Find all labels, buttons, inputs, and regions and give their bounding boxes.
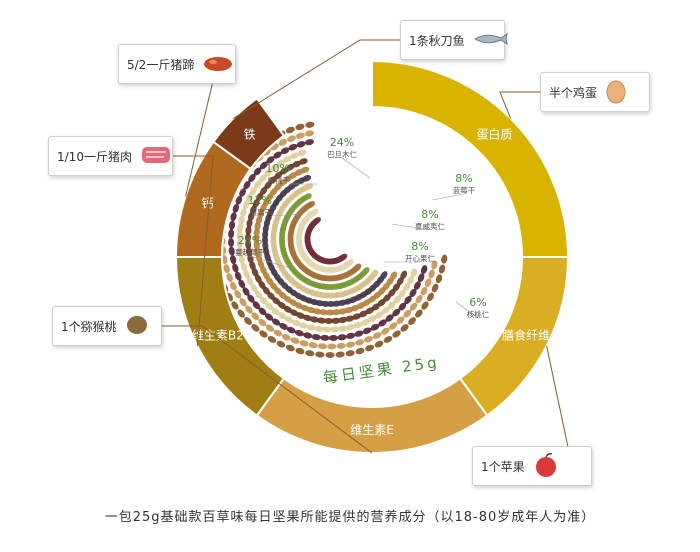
nut-percent-6: 8%: [411, 240, 428, 253]
fish-icon: [473, 31, 509, 50]
leader-line-0: [499, 91, 540, 119]
nut-percent-5: 8%: [421, 208, 438, 221]
callout-label: 1个猕猴桃: [61, 319, 117, 334]
callout-label: 1个苹果: [481, 459, 525, 474]
apple-icon: [533, 452, 559, 481]
nut-percent-4: 8%: [455, 172, 472, 185]
donut-segment-0: [371, 59, 570, 258]
donut-segment-2: [255, 376, 489, 454]
egg-icon: [605, 78, 627, 107]
nut-name-7: 核桃仁: [467, 309, 490, 319]
nut-name-5: 夏威夷仁: [415, 221, 445, 231]
nut-name-0: 巴旦木仁: [327, 149, 357, 159]
pork-icon: [140, 144, 172, 169]
callout-pork: 1/10一斤猪肉: [48, 136, 173, 176]
nut-percent-7: 6%: [469, 296, 486, 309]
pig-trotter-icon: [202, 53, 234, 76]
segment-label-0: 蛋白质: [476, 127, 512, 142]
nut-percent-2: 12%: [248, 194, 272, 207]
callout-label: 5/2一斤猪蹄: [127, 57, 195, 72]
segment-label-4: 钙: [201, 197, 213, 211]
segment-label-2: 维生素E: [350, 423, 394, 437]
callout-apple: 1个苹果: [472, 446, 592, 486]
nut-name-4: 蓝莓干: [453, 185, 476, 195]
callout-egg: 半个鸡蛋: [540, 72, 650, 112]
nut-name-2: 腰果干: [250, 208, 273, 217]
segment-label-5: 铁: [244, 128, 256, 142]
callout-label: 1条秋刀鱼: [409, 33, 465, 48]
segment-label-3: 维生素B2: [192, 329, 244, 343]
nut-percent-3: 24%: [238, 234, 262, 247]
nut-name-3: 蔓越莓干: [235, 247, 265, 257]
nut-blend-labels: 24%巴旦木仁10%樱桃干12%腰果干24%蔓越莓干8%蓝莓干8%夏威夷仁8%开…: [235, 136, 490, 319]
callout-fish: 1条秋刀鱼: [400, 20, 508, 60]
nut-percent-1: 10%: [266, 162, 290, 175]
segment-label-1: 膳食纤维: [502, 328, 550, 343]
kiwi-icon: [125, 313, 149, 340]
nut-name-6: 开心果仁: [405, 253, 435, 263]
nut-percent-0: 24%: [330, 136, 354, 149]
center-text: 每日坚果 25g: [322, 353, 441, 387]
donut-segment-5: [212, 97, 286, 171]
chart-caption: 一包25g基础款百草味每日坚果所能提供的营养成分（以18-80岁成年人为准）: [104, 510, 596, 525]
leader-line-5: [233, 39, 400, 119]
callout-kiwi: 1个猕猴桃: [52, 306, 162, 346]
leader-line-2: [162, 325, 373, 454]
callout-label: 半个鸡蛋: [549, 85, 598, 100]
leader-line-3: [173, 155, 214, 347]
callout-pig-trotter: 5/2一斤猪蹄: [118, 44, 236, 84]
nut-name-1: 樱桃干: [268, 175, 291, 185]
callout-label: 1/10一斤猪肉: [57, 149, 132, 164]
